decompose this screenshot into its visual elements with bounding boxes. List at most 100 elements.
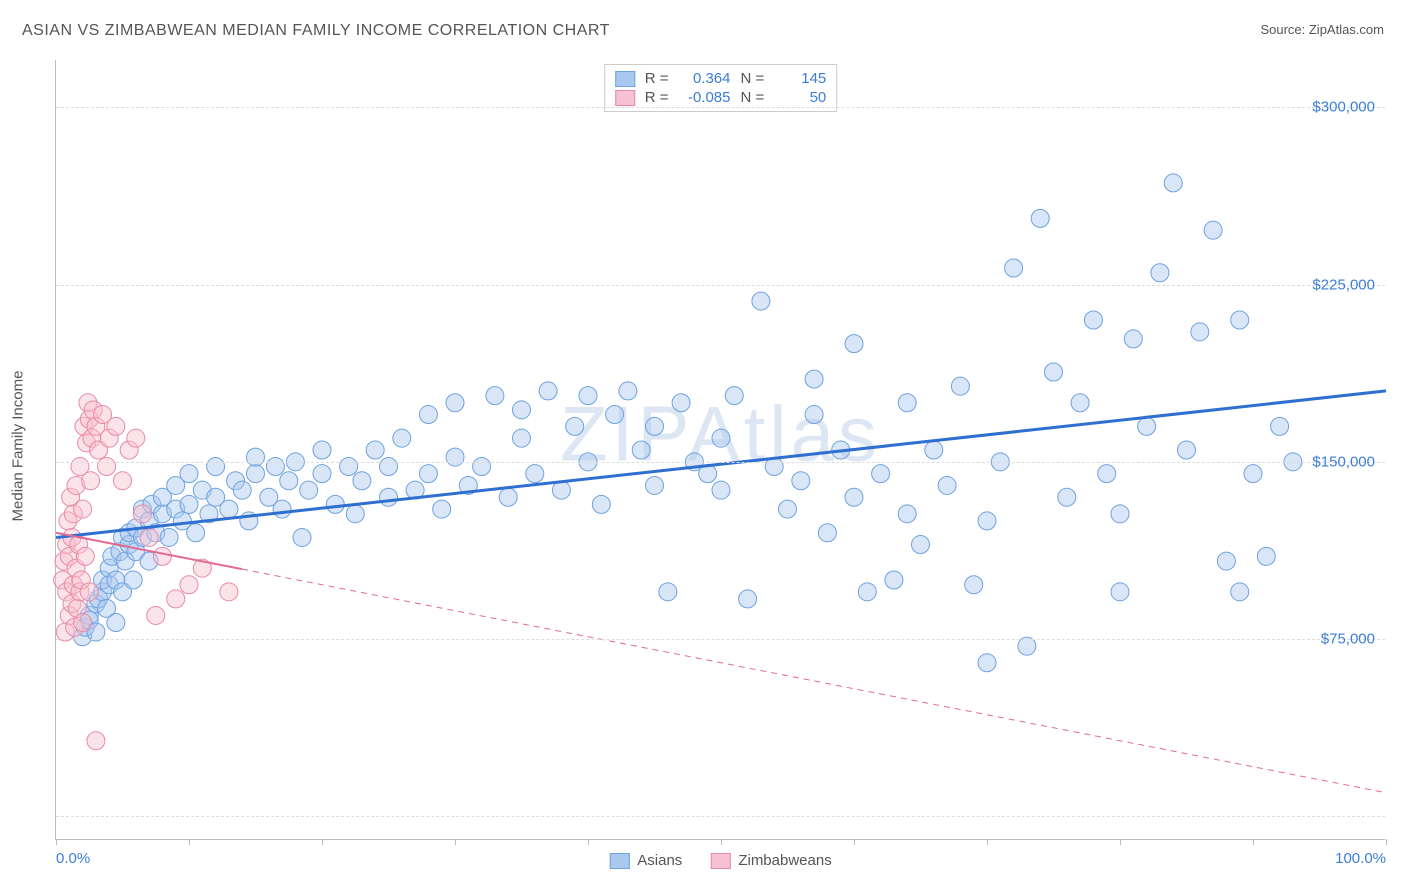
scatter-point (792, 472, 810, 490)
scatter-point (526, 465, 544, 483)
legend-item-asians: Asians (609, 852, 682, 869)
scatter-point (1231, 311, 1249, 329)
gridline (56, 462, 1385, 463)
x-tick (721, 839, 722, 845)
scatter-point (912, 536, 930, 554)
scatter-point (1151, 264, 1169, 282)
scatter-point (446, 448, 464, 466)
scatter-point (1164, 174, 1182, 192)
scatter-point (107, 614, 125, 632)
scatter-point (346, 505, 364, 523)
scatter-point (779, 500, 797, 518)
scatter-point (82, 472, 100, 490)
scatter-point (579, 387, 597, 405)
scatter-point (180, 495, 198, 513)
scatter-point (1045, 363, 1063, 381)
x-tick (322, 839, 323, 845)
scatter-point (80, 583, 98, 601)
scatter-point (433, 500, 451, 518)
scatter-point (752, 292, 770, 310)
scatter-point (619, 382, 637, 400)
scatter-point (233, 481, 251, 499)
scatter-point (1271, 417, 1289, 435)
legend-item-zimbabweans: Zimbabweans (710, 852, 831, 869)
r-value-zimbabweans: -0.085 (679, 89, 731, 106)
y-tick-label: $225,000 (1312, 276, 1375, 293)
scatter-point (353, 472, 371, 490)
scatter-point (140, 528, 158, 546)
scatter-point (672, 394, 690, 412)
scatter-point (1031, 209, 1049, 227)
scatter-point (513, 401, 531, 419)
scatter-point (393, 429, 411, 447)
scatter-point (419, 406, 437, 424)
source-credit: Source: ZipAtlas.com (1260, 22, 1384, 37)
scatter-point (965, 576, 983, 594)
scatter-point (1204, 221, 1222, 239)
y-tick-label: $150,000 (1312, 453, 1375, 470)
scatter-point (1098, 465, 1116, 483)
scatter-point (124, 571, 142, 589)
legend-correlation: R = 0.364 N = 145 R = -0.085 N = 50 (604, 64, 838, 112)
scatter-point (1217, 552, 1235, 570)
gridline (56, 816, 1385, 817)
scatter-point (898, 394, 916, 412)
scatter-point (1231, 583, 1249, 601)
n-label: N = (741, 70, 765, 87)
scatter-point (1244, 465, 1262, 483)
scatter-point (280, 472, 298, 490)
scatter-point (739, 590, 757, 608)
scatter-point (845, 335, 863, 353)
scatter-point (380, 458, 398, 476)
scatter-point (107, 417, 125, 435)
scatter-point (712, 429, 730, 447)
scatter-point (473, 458, 491, 476)
scatter-point (632, 441, 650, 459)
scatter-point (951, 377, 969, 395)
scatter-point (1178, 441, 1196, 459)
scatter-point (340, 458, 358, 476)
scatter-point (127, 429, 145, 447)
x-tick (588, 839, 589, 845)
source-prefix: Source: (1260, 22, 1308, 37)
legend-bottom-label-zimbabweans: Zimbabweans (738, 852, 831, 869)
scatter-point (646, 417, 664, 435)
scatter-point (725, 387, 743, 405)
scatter-point (1084, 311, 1102, 329)
n-value-asians: 145 (774, 70, 826, 87)
scatter-point (486, 387, 504, 405)
gridline (56, 639, 1385, 640)
r-label: R = (645, 89, 669, 106)
scatter-point (446, 394, 464, 412)
scatter-point (1111, 583, 1129, 601)
chart-title: ASIAN VS ZIMBABWEAN MEDIAN FAMILY INCOME… (22, 22, 610, 40)
x-tick-label: 100.0% (1335, 850, 1386, 867)
scatter-point (872, 465, 890, 483)
scatter-point (326, 495, 344, 513)
scatter-point (1111, 505, 1129, 523)
x-tick (1253, 839, 1254, 845)
scatter-point (114, 472, 132, 490)
source-link[interactable]: ZipAtlas.com (1309, 22, 1384, 37)
x-tick (1120, 839, 1121, 845)
scatter-point (592, 495, 610, 513)
scatter-point (366, 441, 384, 459)
scatter-point (180, 576, 198, 594)
r-label: R = (645, 70, 669, 87)
scatter-point (566, 417, 584, 435)
y-tick-label: $75,000 (1321, 631, 1375, 648)
scatter-point (247, 448, 265, 466)
x-tick (987, 839, 988, 845)
n-label: N = (741, 89, 765, 106)
scatter-point (925, 441, 943, 459)
x-tick (854, 839, 855, 845)
scatter-point (978, 654, 996, 672)
scatter-point (207, 458, 225, 476)
scatter-point (1257, 547, 1275, 565)
scatter-point (513, 429, 531, 447)
scatter-point (180, 465, 198, 483)
scatter-point (147, 606, 165, 624)
gridline (56, 285, 1385, 286)
legend-row-asians: R = 0.364 N = 145 (615, 69, 827, 88)
scatter-point (1124, 330, 1142, 348)
